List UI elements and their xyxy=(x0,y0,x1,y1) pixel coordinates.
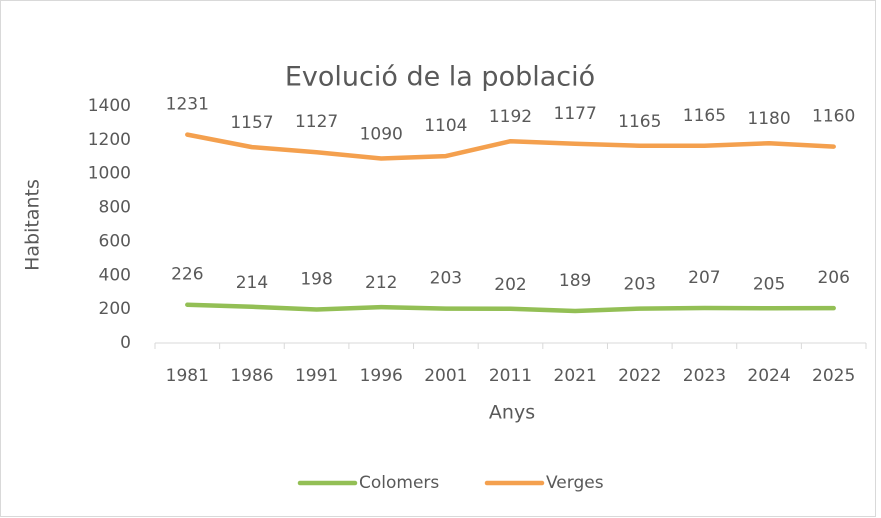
y-tick-label: 1200 xyxy=(88,130,131,150)
y-tick-label: 200 xyxy=(99,299,131,319)
x-tick-label: 1996 xyxy=(360,366,403,386)
data-label: 207 xyxy=(688,268,720,288)
data-label: 1165 xyxy=(618,112,661,132)
y-tick-label: 400 xyxy=(99,265,131,285)
x-axis-label: Anys xyxy=(489,402,535,424)
x-tick-label: 1986 xyxy=(230,366,273,386)
y-axis-label: Habitants xyxy=(22,179,44,271)
x-tick-label: 2025 xyxy=(812,366,855,386)
data-label: 1231 xyxy=(166,95,209,115)
data-label: 202 xyxy=(494,275,526,295)
x-tick-label: 2021 xyxy=(554,366,597,386)
data-label: 203 xyxy=(430,269,462,289)
legend-label: Colomers xyxy=(359,473,439,493)
data-label: 226 xyxy=(171,265,203,285)
data-label: 1127 xyxy=(295,112,338,132)
x-tick-label: 2023 xyxy=(683,366,726,386)
data-label: 1090 xyxy=(360,124,403,144)
data-label: 1192 xyxy=(489,107,532,127)
x-tick-label: 1991 xyxy=(295,366,338,386)
series-line xyxy=(185,302,836,314)
data-label: 198 xyxy=(300,269,332,289)
y-tick-label: 800 xyxy=(99,198,131,218)
y-tick-label: 0 xyxy=(120,333,131,353)
x-tick-label: 2011 xyxy=(489,366,532,386)
data-label: 212 xyxy=(365,273,397,293)
data-label: 203 xyxy=(624,275,656,295)
data-label: 206 xyxy=(817,268,849,288)
data-label: 1160 xyxy=(812,107,855,127)
series-line xyxy=(185,132,836,161)
data-label: 205 xyxy=(753,274,785,294)
y-tick-label: 1400 xyxy=(88,96,131,116)
y-tick-label: 1000 xyxy=(88,164,131,184)
x-tick-label: 1981 xyxy=(166,366,209,386)
y-tick-label: 600 xyxy=(99,231,131,251)
chart-title: Evolució de la població xyxy=(285,62,595,93)
data-label: 1104 xyxy=(424,116,467,136)
data-label: 1180 xyxy=(747,109,790,129)
legend-label: Verges xyxy=(546,473,604,493)
data-label: 1165 xyxy=(683,106,726,126)
x-tick-label: 2024 xyxy=(747,366,790,386)
data-label: 189 xyxy=(559,271,591,291)
x-tick-label: 2022 xyxy=(618,366,661,386)
x-tick-label: 2001 xyxy=(424,366,467,386)
data-label: 1177 xyxy=(554,104,597,124)
data-label: 214 xyxy=(236,273,268,293)
data-label: 1157 xyxy=(230,113,273,133)
